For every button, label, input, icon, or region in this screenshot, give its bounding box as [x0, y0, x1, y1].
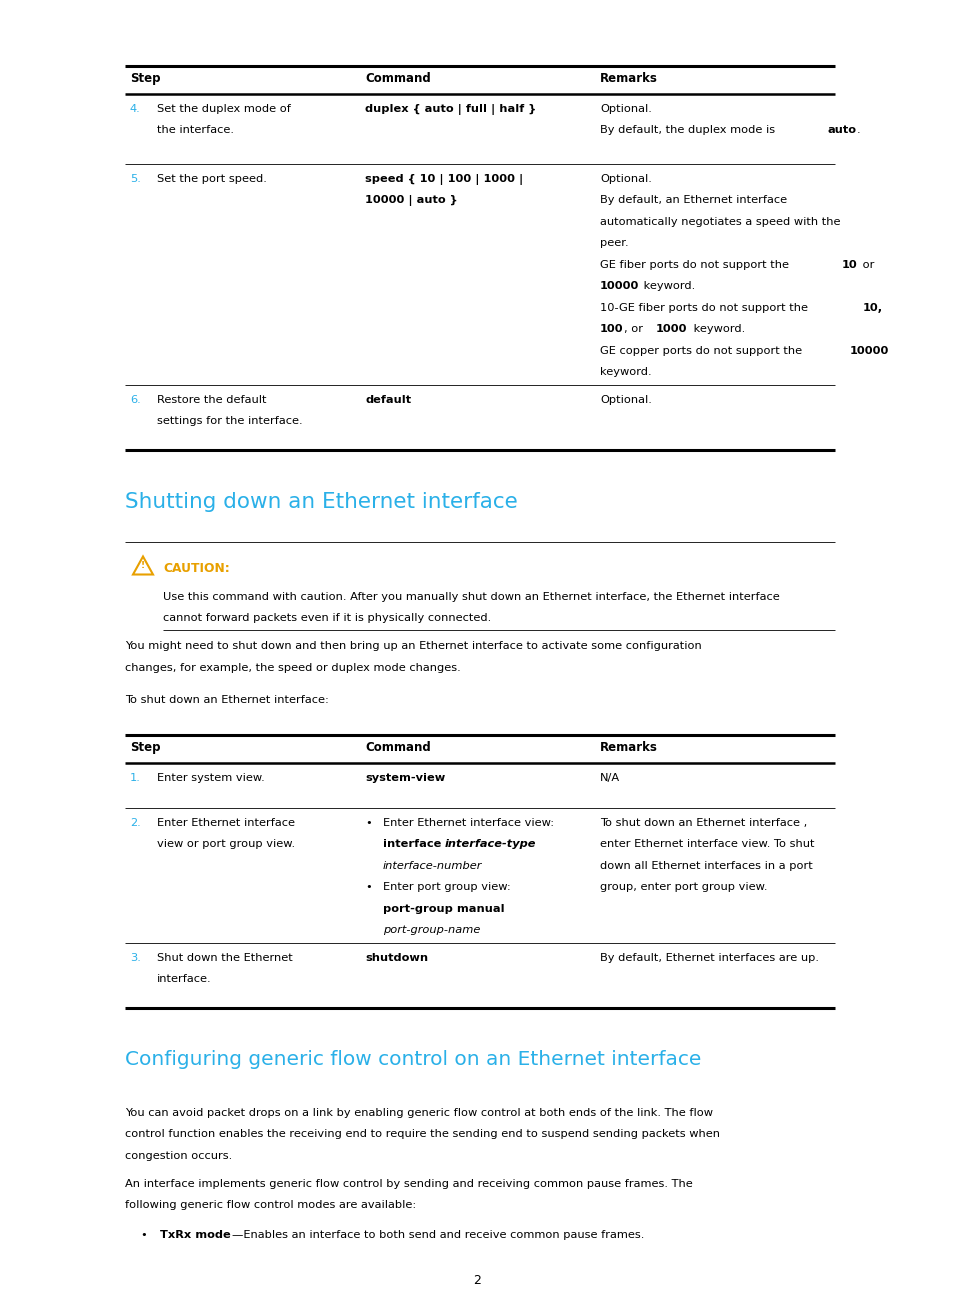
Text: Use this command with caution. After you manually shut down an Ethernet interfac: Use this command with caution. After you… [163, 592, 779, 601]
Text: Command: Command [365, 73, 431, 86]
Text: 4.: 4. [130, 104, 141, 114]
Text: duplex { auto | full | half }: duplex { auto | full | half } [365, 104, 536, 115]
Text: cannot forward packets even if it is physically connected.: cannot forward packets even if it is phy… [163, 613, 491, 623]
Text: 10000: 10000 [849, 346, 888, 356]
Text: or: or [858, 260, 874, 270]
Text: CAUTION:: CAUTION: [163, 561, 230, 574]
Text: GE copper ports do not support the: GE copper ports do not support the [599, 346, 805, 356]
Text: group, enter port group view.: group, enter port group view. [599, 883, 767, 893]
Text: interface.: interface. [157, 975, 212, 984]
Text: view or port group view.: view or port group view. [157, 840, 294, 849]
Text: Optional.: Optional. [599, 104, 651, 114]
Text: •: • [365, 818, 372, 828]
Text: down all Ethernet interfaces in a port: down all Ethernet interfaces in a port [599, 861, 812, 871]
Text: 10-GE fiber ports do not support the: 10-GE fiber ports do not support the [599, 303, 811, 314]
Text: automatically negotiates a speed with the: automatically negotiates a speed with th… [599, 216, 840, 227]
Text: port-group manual: port-group manual [382, 903, 504, 914]
Text: By default, Ethernet interfaces are up.: By default, Ethernet interfaces are up. [599, 953, 818, 963]
Text: 10: 10 [841, 260, 857, 270]
Text: port-group-name: port-group-name [382, 925, 480, 936]
Text: To shut down an Ethernet interface:: To shut down an Ethernet interface: [125, 695, 329, 705]
Text: interface: interface [382, 840, 445, 849]
Text: N/A: N/A [599, 772, 619, 783]
Text: keyword.: keyword. [639, 281, 695, 292]
Text: Restore the default: Restore the default [157, 395, 266, 404]
Text: control function enables the receiving end to require the sending end to suspend: control function enables the receiving e… [125, 1129, 720, 1139]
Text: keyword.: keyword. [689, 324, 744, 334]
Text: TxRx mode: TxRx mode [160, 1230, 231, 1240]
Text: following generic flow control modes are available:: following generic flow control modes are… [125, 1200, 416, 1210]
Text: 100: 100 [599, 324, 623, 334]
Text: interface-type: interface-type [444, 840, 536, 849]
Text: 6.: 6. [130, 395, 141, 404]
Text: speed { 10 | 100 | 1000 |: speed { 10 | 100 | 1000 | [365, 174, 522, 185]
Text: peer.: peer. [599, 238, 628, 249]
Text: settings for the interface.: settings for the interface. [157, 416, 302, 426]
Text: Set the port speed.: Set the port speed. [157, 174, 267, 184]
Text: Shutting down an Ethernet interface: Shutting down an Ethernet interface [125, 491, 517, 512]
Text: Remarks: Remarks [599, 73, 658, 86]
Text: Command: Command [365, 741, 431, 754]
Text: interface-number: interface-number [382, 861, 482, 871]
Text: •: • [140, 1230, 147, 1240]
Text: Set the duplex mode of: Set the duplex mode of [157, 104, 291, 114]
Text: An interface implements generic flow control by sending and receiving common pau: An interface implements generic flow con… [125, 1178, 692, 1188]
Text: .: . [856, 126, 860, 136]
Text: Step: Step [130, 741, 160, 754]
Text: enter Ethernet interface view. To shut: enter Ethernet interface view. To shut [599, 840, 814, 849]
Text: Enter Ethernet interface: Enter Ethernet interface [157, 818, 294, 828]
Text: By default, an Ethernet interface: By default, an Ethernet interface [599, 196, 786, 206]
Text: keyword.: keyword. [599, 368, 651, 377]
Text: By default, the duplex mode is: By default, the duplex mode is [599, 126, 778, 136]
Text: 10000 | auto }: 10000 | auto } [365, 196, 457, 206]
Text: default: default [365, 395, 411, 404]
Text: system-view: system-view [365, 772, 445, 783]
Text: GE fiber ports do not support the: GE fiber ports do not support the [599, 260, 792, 270]
Text: 1000: 1000 [656, 324, 687, 334]
Text: , or: , or [623, 324, 646, 334]
Text: !: ! [141, 561, 145, 570]
Text: 2: 2 [473, 1274, 480, 1287]
Text: To shut down an Ethernet interface ,: To shut down an Ethernet interface , [599, 818, 806, 828]
Text: 2.: 2. [130, 818, 141, 828]
Text: Configuring generic flow control on an Ethernet interface: Configuring generic flow control on an E… [125, 1050, 700, 1069]
Text: auto: auto [826, 126, 855, 136]
Text: 1.: 1. [130, 772, 141, 783]
Text: 3.: 3. [130, 953, 141, 963]
Text: shutdown: shutdown [365, 953, 428, 963]
Text: Shut down the Ethernet: Shut down the Ethernet [157, 953, 293, 963]
Text: congestion occurs.: congestion occurs. [125, 1151, 232, 1161]
Text: the interface.: the interface. [157, 126, 233, 136]
Text: Enter Ethernet interface view:: Enter Ethernet interface view: [382, 818, 554, 828]
Text: —Enables an interface to both send and receive common pause frames.: —Enables an interface to both send and r… [232, 1230, 643, 1240]
Text: Optional.: Optional. [599, 395, 651, 404]
Text: Step: Step [130, 73, 160, 86]
Text: 5.: 5. [130, 174, 141, 184]
Text: Enter system view.: Enter system view. [157, 772, 265, 783]
Text: Enter port group view:: Enter port group view: [382, 883, 510, 893]
Text: changes, for example, the speed or duplex mode changes.: changes, for example, the speed or duple… [125, 662, 460, 673]
Text: 10,: 10, [862, 303, 882, 314]
Text: 10000: 10000 [599, 281, 639, 292]
Text: •: • [365, 883, 372, 893]
Text: You might need to shut down and then bring up an Ethernet interface to activate : You might need to shut down and then bri… [125, 642, 701, 651]
Text: Remarks: Remarks [599, 741, 658, 754]
Text: You can avoid packet drops on a link by enabling generic flow control at both en: You can avoid packet drops on a link by … [125, 1108, 712, 1117]
Text: Optional.: Optional. [599, 174, 651, 184]
